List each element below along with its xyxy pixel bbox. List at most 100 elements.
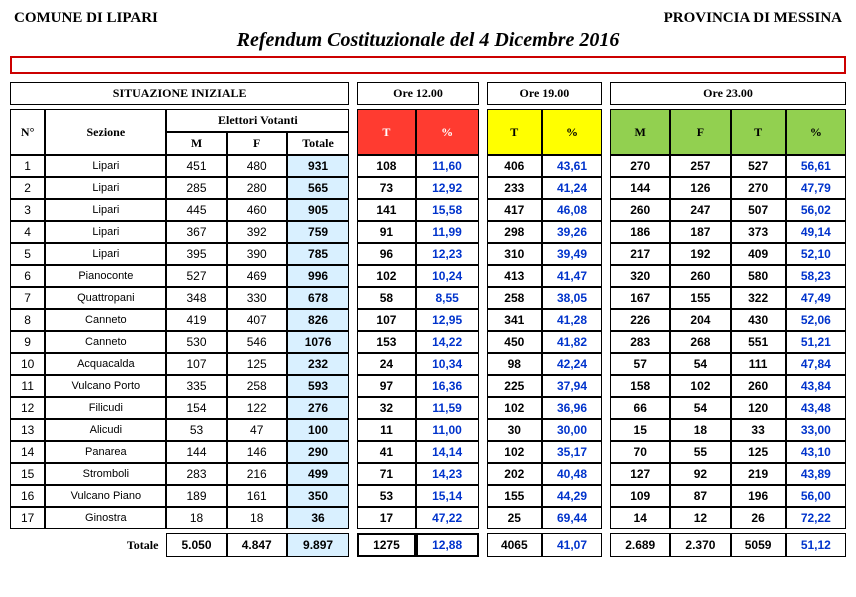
cell-p19: 41,82 — [542, 331, 602, 353]
cell-t12: 141 — [357, 199, 415, 221]
cell-p12: 14,22 — [416, 331, 479, 353]
cell-p23: 43,89 — [786, 463, 846, 485]
cell-p23: 52,06 — [786, 309, 846, 331]
cell-m23: 144 — [610, 177, 670, 199]
cell-m23: 158 — [610, 375, 670, 397]
cell-f23: 247 — [670, 199, 730, 221]
cell-n: 17 — [10, 507, 45, 529]
cell-tot: 759 — [287, 221, 350, 243]
cell-sezione: Lipari — [45, 221, 166, 243]
cell-m23: 186 — [610, 221, 670, 243]
cell-p19: 41,24 — [542, 177, 602, 199]
cell-t23: 120 — [731, 397, 786, 419]
col-f: F — [227, 132, 287, 155]
col-t12: T — [357, 109, 415, 155]
table-row: 7Quattropani348330678588,5525838,0516715… — [10, 287, 846, 309]
cell-t23: 196 — [731, 485, 786, 507]
cell-t23: 580 — [731, 265, 786, 287]
table-row: 11Vulcano Porto3352585939716,3622537,941… — [10, 375, 846, 397]
totals-label: Totale — [10, 533, 166, 557]
cell-sezione: Filicudi — [45, 397, 166, 419]
cell-f23: 55 — [670, 441, 730, 463]
cell-p19: 36,96 — [542, 397, 602, 419]
cell-p23: 43,84 — [786, 375, 846, 397]
cell-f: 392 — [227, 221, 287, 243]
cell-t19: 406 — [487, 155, 542, 177]
cell-t23: 33 — [731, 419, 786, 441]
cell-p12: 12,23 — [416, 243, 479, 265]
cell-m: 527 — [166, 265, 226, 287]
header-right: PROVINCIA DI MESSINA — [664, 10, 842, 27]
col-p23: % — [786, 109, 846, 155]
cell-p12: 11,59 — [416, 397, 479, 419]
cell-t12: 153 — [357, 331, 415, 353]
cell-sezione: Canneto — [45, 331, 166, 353]
cell-tot: 785 — [287, 243, 350, 265]
cell-m23: 226 — [610, 309, 670, 331]
cell-p19: 43,61 — [542, 155, 602, 177]
cell-m: 451 — [166, 155, 226, 177]
cell-p12: 11,60 — [416, 155, 479, 177]
cell-m: 335 — [166, 375, 226, 397]
red-divider — [10, 56, 846, 74]
cell-tot: 276 — [287, 397, 350, 419]
cell-p12: 15,58 — [416, 199, 479, 221]
cell-p23: 47,49 — [786, 287, 846, 309]
cell-t19: 102 — [487, 397, 542, 419]
cell-p19: 39,26 — [542, 221, 602, 243]
totals-m23: 2.689 — [610, 533, 670, 557]
cell-f: 480 — [227, 155, 287, 177]
col-t23: T — [731, 109, 786, 155]
cell-tot: 290 — [287, 441, 350, 463]
cell-t19: 155 — [487, 485, 542, 507]
cell-t12: 17 — [357, 507, 415, 529]
cell-tot: 565 — [287, 177, 350, 199]
table-row: 4Lipari3673927599111,9929839,26186187373… — [10, 221, 846, 243]
cell-p19: 69,44 — [542, 507, 602, 529]
cell-t19: 341 — [487, 309, 542, 331]
cell-t19: 450 — [487, 331, 542, 353]
col-t19: T — [487, 109, 542, 155]
cell-f: 469 — [227, 265, 287, 287]
cell-sezione: Vulcano Piano — [45, 485, 166, 507]
cell-tot: 678 — [287, 287, 350, 309]
cell-t12: 58 — [357, 287, 415, 309]
cell-t12: 107 — [357, 309, 415, 331]
cell-m: 18 — [166, 507, 226, 529]
cell-tot: 826 — [287, 309, 350, 331]
cell-p23: 56,02 — [786, 199, 846, 221]
group-situazione: SITUAZIONE INIZIALE — [10, 82, 349, 105]
cell-p12: 10,34 — [416, 353, 479, 375]
cell-f23: 192 — [670, 243, 730, 265]
cell-p19: 42,24 — [542, 353, 602, 375]
cell-f: 280 — [227, 177, 287, 199]
cell-t23: 270 — [731, 177, 786, 199]
cell-f: 258 — [227, 375, 287, 397]
cell-sezione: Lipari — [45, 243, 166, 265]
cell-t23: 409 — [731, 243, 786, 265]
cell-m: 367 — [166, 221, 226, 243]
table-row: 9Canneto530546107615314,2245041,82283268… — [10, 331, 846, 353]
cell-f: 330 — [227, 287, 287, 309]
cell-n: 9 — [10, 331, 45, 353]
cell-t19: 413 — [487, 265, 542, 287]
cell-p23: 47,79 — [786, 177, 846, 199]
cell-sezione: Lipari — [45, 155, 166, 177]
cell-p19: 38,05 — [542, 287, 602, 309]
cell-m23: 15 — [610, 419, 670, 441]
cell-p12: 11,00 — [416, 419, 479, 441]
cell-p12: 10,24 — [416, 265, 479, 287]
cell-f23: 92 — [670, 463, 730, 485]
cell-n: 5 — [10, 243, 45, 265]
cell-m: 530 — [166, 331, 226, 353]
cell-m: 154 — [166, 397, 226, 419]
cell-p19: 39,49 — [542, 243, 602, 265]
cell-t23: 260 — [731, 375, 786, 397]
table-row: 17Ginostra1818361747,222569,4414122672,2… — [10, 507, 846, 529]
cell-n: 16 — [10, 485, 45, 507]
cell-t19: 233 — [487, 177, 542, 199]
cell-f23: 155 — [670, 287, 730, 309]
cell-t19: 25 — [487, 507, 542, 529]
cell-m23: 270 — [610, 155, 670, 177]
cell-p12: 15,14 — [416, 485, 479, 507]
